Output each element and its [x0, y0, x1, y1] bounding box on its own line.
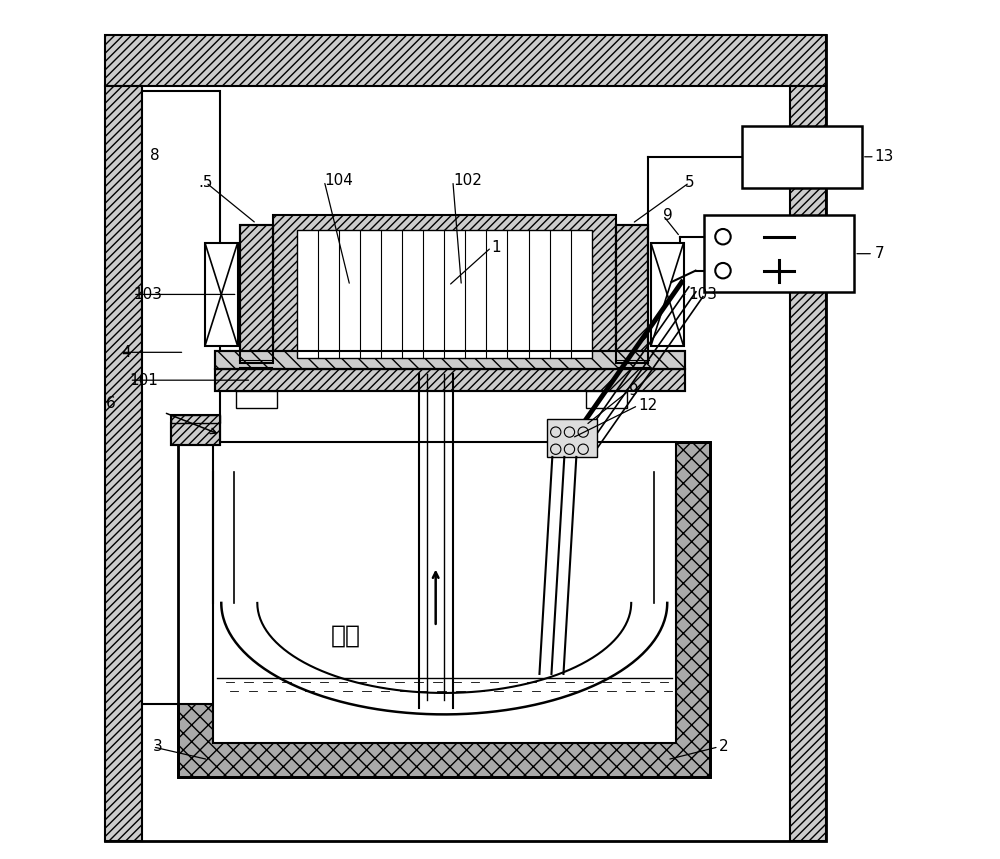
Bar — [704, 215, 854, 292]
Text: 7: 7 — [875, 247, 884, 261]
Bar — [105, 35, 826, 841]
Text: 5: 5 — [685, 175, 694, 190]
Bar — [240, 225, 273, 363]
Text: 4: 4 — [121, 344, 131, 360]
Bar — [297, 229, 592, 358]
Text: 9: 9 — [663, 208, 673, 222]
Text: 6: 6 — [105, 396, 115, 411]
Text: 3: 3 — [153, 740, 162, 754]
Text: 2: 2 — [719, 740, 728, 754]
Bar — [273, 215, 616, 374]
Text: 8: 8 — [150, 148, 160, 162]
Bar — [215, 350, 685, 369]
Bar — [586, 391, 627, 408]
Text: 12: 12 — [638, 398, 657, 413]
Bar — [215, 369, 685, 391]
Bar — [213, 442, 676, 742]
Text: 103: 103 — [688, 287, 717, 302]
Bar — [105, 87, 142, 841]
Bar — [178, 442, 710, 777]
Bar — [651, 243, 684, 346]
Text: 1: 1 — [491, 240, 501, 255]
Bar — [105, 35, 826, 87]
Bar — [171, 415, 220, 423]
Bar — [616, 225, 648, 363]
Bar — [616, 225, 648, 363]
Text: 103: 103 — [133, 287, 162, 302]
Bar — [742, 126, 862, 187]
Text: 101: 101 — [130, 373, 158, 387]
Bar — [240, 225, 273, 363]
Bar — [790, 87, 826, 841]
Bar — [171, 423, 220, 445]
Text: 铅液: 铅液 — [331, 624, 361, 648]
Text: 102: 102 — [453, 174, 482, 188]
Text: .5: .5 — [199, 175, 213, 190]
Text: 13: 13 — [875, 149, 894, 164]
Bar — [236, 391, 277, 408]
Bar — [547, 419, 597, 457]
Bar — [171, 415, 220, 445]
Bar — [142, 91, 220, 704]
Bar — [205, 243, 238, 346]
Text: 9: 9 — [629, 383, 638, 399]
Bar — [178, 442, 710, 777]
Text: 104: 104 — [324, 174, 353, 188]
Bar — [215, 369, 685, 391]
Bar — [215, 350, 685, 369]
